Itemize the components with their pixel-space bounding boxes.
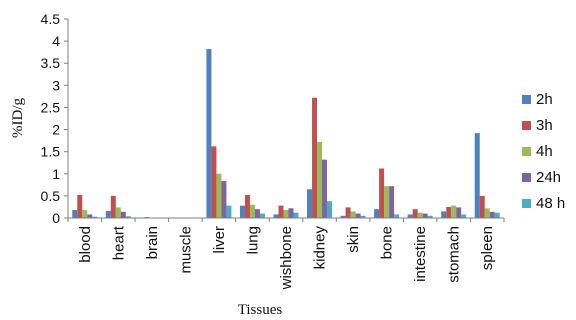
bar-liver-3h [211,146,217,218]
bar-lung-4h [249,204,255,218]
bar-blood-4h [82,210,88,218]
legend-label-48h: 48 h [536,195,565,212]
x-tick-label-kidney: kidney [312,226,329,270]
legend: 2h 3h 4h 24h 48 h [522,91,565,212]
y-tick-label: 4.5 [41,11,61,27]
bar-blood-3h [77,195,83,218]
bar-intestine-3h [412,209,418,218]
bar-stomach-3h [446,206,452,218]
x-tick-label-liver: liver [211,226,228,254]
bar-heart-3h [110,195,116,218]
bar-heart-4h [115,207,121,218]
bar-stomach-48h [461,214,467,218]
legend-swatch-48h [522,199,531,208]
legend-swatch-24h [522,173,531,182]
bar-intestine-24h [422,213,428,218]
bar-skin-24h [355,213,361,218]
bar-stomach-4h [451,205,457,218]
bar-intestine-4h [417,212,423,218]
bar-kidney-24h [322,159,328,218]
y-tick-label: 4 [52,33,60,49]
bar-spleen-2h [474,133,480,218]
y-tick-label: 3.5 [41,55,61,71]
bar-blood-24h [87,214,93,218]
y-tick-label: 1 [52,166,60,182]
x-axis-category-labels: blood heart brain muscle liver lung wishbone ki… [77,225,496,290]
y-tick-label: 3 [52,77,60,93]
y-axis-title: %ID/g [10,98,26,138]
bar-liver-4h [216,173,222,218]
bar-spleen-48h [494,212,500,218]
bar-liver-2h [206,49,212,219]
y-tick-label: 2.5 [41,99,61,115]
bar-heart-48h [125,216,131,218]
bar-wishbone-24h [288,208,294,218]
bar-blood-2h [72,210,78,218]
bar-kidney-4h [317,141,323,218]
x-tick-label-brain: brain [144,226,161,259]
bar-heart-2h [105,210,111,218]
x-axis-title: Tissues [238,302,283,318]
y-tick-label: 0.5 [41,188,61,204]
x-tick-label-heart: heart [110,225,127,260]
bar-bone-2h [374,209,380,218]
x-tick-label-intestine: intestine [412,226,429,282]
bar-bone-4h [384,186,390,218]
bar-intestine-48h [427,215,433,218]
x-tick-label-spleen: spleen [479,226,496,270]
x-tick-label-skin: skin [345,226,362,253]
x-tick-label-stomach: stomach [446,226,463,283]
y-axis-ticks: 0 0.5 1 1.5 2 2.5 3 3.5 4 4.5 [41,11,68,226]
bar-skin-48h [360,215,366,218]
bar-wishbone-4h [283,210,289,218]
legend-label-3h: 3h [536,117,553,134]
bar-kidney-2h [307,189,313,218]
bar-wishbone-48h [293,212,299,218]
x-tick-label-muscle: muscle [177,226,194,274]
bar-spleen-24h [489,211,495,218]
bar-kidney-3h [312,97,318,218]
x-tick-label-bone: bone [379,226,396,259]
bar-spleen-3h [479,195,485,218]
bars-group [67,49,505,222]
bar-bone-3h [379,168,385,218]
bar-wishbone-3h [278,205,284,218]
legend-swatch-3h [522,121,531,130]
bar-lung-48h [259,213,265,218]
y-tick-label: 1.5 [41,144,61,160]
bar-bone-48h [394,214,400,218]
bar-lung-2h [239,205,245,218]
bar-wishbone-2h [273,214,279,218]
bar-stomach-24h [456,207,462,218]
x-tick-label-wishbone: wishbone [278,226,295,290]
y-tick-label: 0 [52,210,60,226]
bar-lung-3h [244,195,250,218]
bar-skin-2h [340,215,346,218]
bar-skin-4h [350,211,356,218]
bar-heart-24h [120,211,126,218]
bar-skin-3h [345,207,351,218]
bar-intestine-2h [407,214,413,218]
y-tick-label: 2 [52,122,60,138]
bar-bone-24h [389,186,395,218]
bar-liver-48h [226,205,232,218]
bar-spleen-4h [484,208,490,218]
legend-swatch-4h [522,147,531,156]
bar-liver-24h [221,180,227,218]
bar-stomach-2h [441,211,447,218]
legend-label-24h: 24h [536,169,561,186]
legend-label-4h: 4h [536,143,553,160]
x-tick-label-blood: blood [77,226,94,263]
bar-lung-24h [254,209,260,218]
legend-label-2h: 2h [536,91,553,108]
legend-swatch-2h [522,95,531,104]
bar-kidney-48h [327,201,333,218]
x-tick-label-lung: lung [244,226,261,254]
bar-blood-48h [92,216,98,218]
